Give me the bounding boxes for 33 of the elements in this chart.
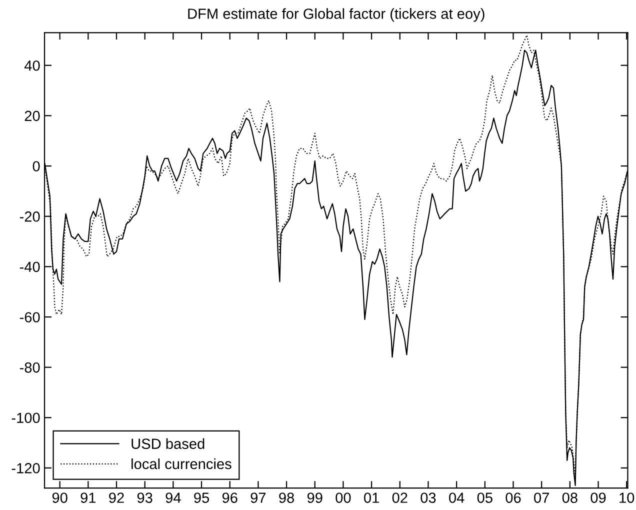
x-tick-label: 95 — [194, 492, 210, 503]
y-tick-label: -40 — [20, 262, 40, 272]
y-tick-label: -120 — [12, 463, 40, 474]
y-tick-label: 0 — [32, 161, 40, 172]
x-tick-label: 08 — [562, 492, 578, 503]
x-tick-label: 90 — [52, 492, 68, 503]
chart-title: DFM estimate for Global factor (tickers at eoy) — [188, 8, 484, 22]
x-tick-label: 92 — [109, 492, 124, 503]
x-tick-label: 94 — [166, 492, 181, 503]
x-tick-label: 02 — [392, 492, 408, 503]
x-tick-label: 96 — [222, 492, 238, 503]
x-tick-label: 91 — [80, 492, 96, 503]
x-tick-label: 06 — [506, 492, 521, 503]
x-tick-label: 05 — [477, 492, 492, 503]
y-tick-label: -20 — [20, 211, 40, 222]
x-tick-label: 04 — [449, 492, 464, 503]
x-tick-label: 99 — [307, 492, 322, 503]
x-tick-label: 01 — [364, 492, 379, 503]
x-tick-label: 93 — [137, 492, 152, 503]
x-tick-label: 10 — [620, 492, 634, 503]
y-tick-label: -100 — [12, 412, 40, 424]
x-tick-label: 07 — [534, 492, 549, 503]
x-tick-label: 00 — [336, 492, 351, 503]
y-tick-label: 40 — [24, 60, 40, 71]
x-tick-label: 03 — [420, 492, 436, 503]
x-tick-label: 97 — [250, 492, 266, 503]
x-tick-label: 98 — [279, 492, 294, 503]
legend-label: local currencies — [132, 458, 232, 470]
x-tick-label: 09 — [590, 492, 606, 503]
y-tick-label: -60 — [20, 312, 40, 322]
y-tick-label: -80 — [20, 362, 40, 373]
legend-label: USD based — [132, 438, 204, 449]
y-tick-label: 20 — [24, 110, 40, 122]
